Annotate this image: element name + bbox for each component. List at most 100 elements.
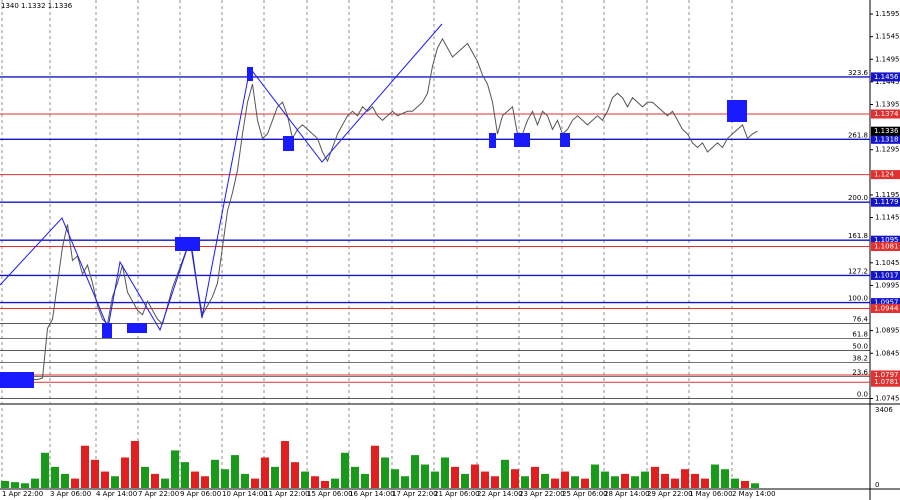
- level-tag-label: 1.1456: [874, 73, 899, 81]
- x-tick-label: 29 Apr 22:00: [647, 490, 693, 498]
- volume-bar: [651, 466, 659, 488]
- fib-label: 100.0: [848, 295, 868, 303]
- volume-bar: [721, 469, 729, 488]
- level-tag-label: 1.0781: [874, 378, 899, 386]
- level-tag-label: 1.124: [874, 171, 895, 179]
- volume-tick-label: 3406: [875, 406, 893, 414]
- level-tag: [871, 170, 900, 180]
- x-tick-label: 9 Apr 06:00: [180, 490, 221, 498]
- level-tag: [871, 109, 900, 119]
- volume-bar: [401, 476, 409, 488]
- volume-bar: [61, 473, 69, 488]
- volume-bar: [611, 476, 619, 488]
- volume-bar: [511, 469, 519, 488]
- volume-bar: [391, 469, 399, 488]
- volume-bar: [261, 457, 269, 488]
- x-tick-label: 28 Apr 14:00: [604, 490, 650, 498]
- volume-bar: [731, 478, 739, 488]
- level-tag-label: 1.1017: [874, 271, 899, 279]
- level-tag: [871, 134, 900, 144]
- volume-bar: [111, 476, 119, 488]
- volume-bar: [181, 462, 189, 488]
- zone: [0, 372, 34, 388]
- volume-bar: [241, 473, 249, 488]
- volume-bar: [271, 466, 279, 488]
- x-tick-label: 4 Apr 14:00: [96, 490, 137, 498]
- zones: [0, 67, 747, 388]
- volume-bar: [521, 476, 529, 488]
- volume-bar: [291, 462, 299, 488]
- level-tag: [871, 303, 900, 313]
- volume-bar: [231, 455, 239, 488]
- volume-bar: [361, 473, 369, 488]
- volume-bar: [51, 466, 59, 488]
- fib-label: 261.8: [848, 131, 868, 139]
- last-price-tag: [871, 126, 900, 136]
- y-tick-label: 1.1495: [875, 55, 900, 63]
- volume-bar: [591, 464, 599, 488]
- volume-bar: [501, 459, 509, 488]
- volume-bar: [351, 466, 359, 488]
- volume-bar: [371, 445, 379, 488]
- volume-bar: [671, 478, 679, 488]
- zone: [283, 136, 294, 151]
- volume-bar: [641, 471, 649, 488]
- level-tag: [871, 370, 900, 380]
- y-tick-label: 1.0745: [875, 394, 900, 402]
- volume-bar: [451, 466, 459, 488]
- volume-bar: [561, 471, 569, 488]
- x-tick-label: 3 Apr 06:00: [50, 490, 91, 498]
- zone: [489, 133, 496, 148]
- fib-label: 323.6: [848, 69, 869, 77]
- fib-label: 0.0: [857, 390, 868, 398]
- last-price-label: 1.1336: [874, 127, 899, 135]
- level-tag-label: 1.0957: [874, 299, 899, 307]
- volume-bar: [471, 464, 479, 488]
- volume-bar: [421, 464, 429, 488]
- volume-bar: [701, 478, 709, 488]
- volume-bar: [571, 476, 579, 488]
- volume-bar: [411, 455, 419, 488]
- level-tag: [871, 72, 900, 82]
- volume-bar: [201, 476, 209, 488]
- x-tick-label: 1 Apr 22:00: [2, 490, 43, 498]
- volume-bar: [251, 478, 259, 488]
- volume-bar: [481, 471, 489, 488]
- volume-bar: [81, 445, 89, 488]
- y-tick-label: 1.0845: [875, 349, 900, 357]
- fib-label: 23.6: [852, 368, 868, 376]
- fib-label: 200.0: [848, 194, 868, 202]
- volume-bar: [341, 452, 349, 488]
- x-tick-label: 16 Apr 14:00: [349, 490, 395, 498]
- y-tick-label: 1.1395: [875, 101, 900, 109]
- zone: [175, 237, 200, 251]
- level-tag-label: 1.1179: [874, 198, 899, 206]
- volume-bar: [541, 473, 549, 488]
- fib-label: 127.2: [848, 267, 868, 275]
- volume-bar: [461, 473, 469, 488]
- y-tick-label: 1.1145: [875, 214, 900, 222]
- volume-bar: [621, 473, 629, 488]
- zone: [727, 100, 747, 122]
- volume-bar: [41, 452, 49, 488]
- level-tag: [871, 377, 900, 387]
- volume-bar: [441, 457, 449, 488]
- volume-bar: [131, 441, 139, 488]
- volume-bar: [71, 478, 79, 488]
- volume-bar: [221, 469, 229, 488]
- x-tick-label: 17 Apr 22:00: [392, 490, 438, 498]
- volume-bar: [601, 471, 609, 488]
- volume-bar: [161, 478, 169, 488]
- level-tag-label: 1.1318: [874, 135, 899, 143]
- volume-bar: [171, 450, 179, 488]
- y-tick-label: 1.1195: [875, 191, 900, 199]
- x-tick-label: 1 May 06:00: [689, 490, 733, 498]
- volume-bar: [711, 464, 719, 488]
- volume-bar: [21, 483, 29, 488]
- fib-label: 61.8: [852, 330, 868, 338]
- volume-bar: [121, 457, 129, 488]
- level-tag-label: 1.1081: [874, 243, 899, 251]
- x-tick-label: 25 Apr 06:00: [562, 490, 608, 498]
- level-tag-label: 1.1095: [874, 236, 899, 244]
